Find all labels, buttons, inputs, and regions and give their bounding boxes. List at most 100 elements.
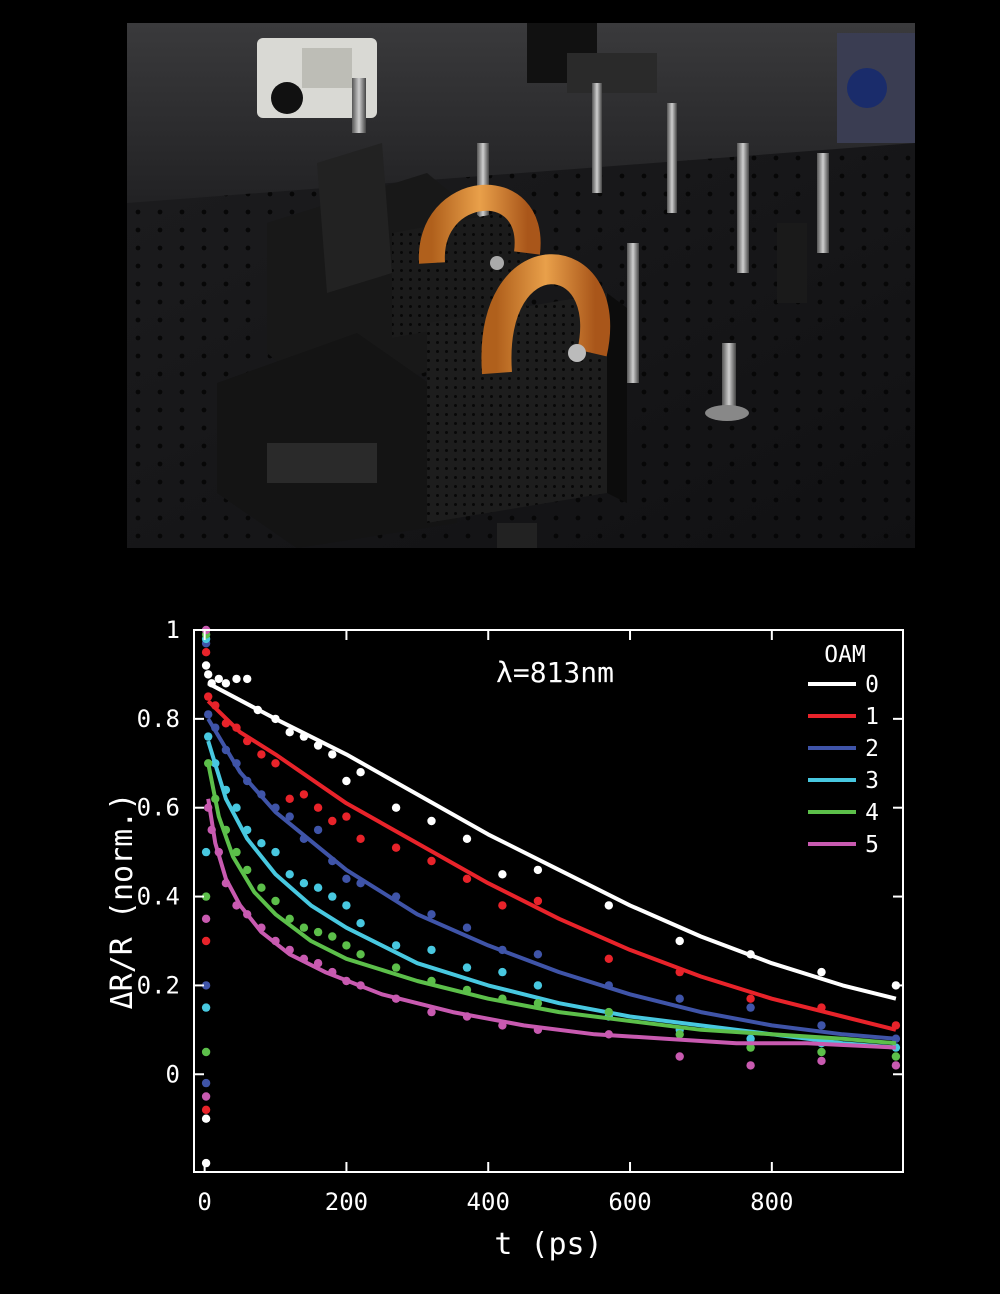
fit-line (206, 798, 896, 1050)
data-point (817, 967, 826, 977)
data-point (498, 945, 507, 955)
data-point (257, 750, 266, 759)
data-point (746, 1061, 755, 1070)
data-point (533, 865, 543, 875)
data-point (328, 816, 337, 826)
data-point (299, 954, 309, 963)
legend: OAM 0 1 2 3 4 5 (808, 642, 879, 858)
data-point (746, 994, 755, 1003)
data-point (356, 981, 365, 990)
data-point (299, 732, 309, 741)
y-tick-label: 0.4 (137, 883, 180, 911)
fit-line (206, 717, 897, 1041)
data-point (746, 1043, 755, 1052)
axes: 0 200 400 600 800 0 0.2 0.4 0.6 0.8 1 (137, 616, 903, 1216)
data-point (533, 999, 543, 1008)
data-point (604, 954, 613, 963)
data-point (285, 870, 294, 879)
data-point (257, 790, 266, 799)
data-point (221, 745, 231, 755)
data-point (201, 981, 211, 990)
data-point (498, 967, 507, 977)
data-point (211, 701, 220, 710)
data-point (746, 950, 755, 959)
data-point (356, 879, 365, 888)
data-point (356, 950, 365, 959)
data-point (675, 936, 684, 946)
data-point (604, 901, 613, 910)
data-point (285, 794, 294, 803)
legend-label: 3 (865, 768, 879, 794)
data-point (675, 1052, 684, 1061)
data-point (201, 1003, 211, 1012)
data-point (299, 879, 309, 888)
data-point (204, 759, 213, 768)
data-point (342, 812, 351, 821)
data-point (328, 932, 337, 941)
data-point (342, 976, 351, 986)
data-point (891, 1034, 901, 1043)
data-point (221, 879, 231, 888)
data-point (328, 856, 337, 866)
data-point (232, 901, 241, 910)
wavelength-annotation: λ=813nm (496, 656, 614, 689)
x-tick-label: 200 (325, 1188, 368, 1216)
data-point (313, 883, 323, 892)
data-point (232, 723, 241, 732)
data-point (201, 1105, 211, 1114)
legend-label: 0 (865, 672, 879, 698)
data-point (817, 1056, 826, 1066)
data-point (342, 941, 351, 950)
data-point (462, 1012, 472, 1021)
data-point (313, 959, 323, 968)
data-point (253, 705, 262, 715)
data-point (342, 776, 351, 786)
data-point (201, 936, 211, 946)
data-point (221, 679, 231, 688)
data-point (675, 994, 684, 1003)
data-point (313, 927, 323, 937)
data-point (214, 674, 223, 684)
data-point (498, 1021, 507, 1030)
data-point (817, 1047, 826, 1057)
data-point (243, 674, 252, 684)
data-point (221, 825, 231, 835)
data-point (498, 901, 507, 910)
data-point (675, 967, 684, 977)
data-point (285, 914, 294, 923)
data-point (257, 839, 266, 848)
data-point (201, 1114, 211, 1123)
data-point (427, 976, 436, 986)
plot-frame (193, 629, 904, 1173)
data-point (204, 803, 213, 812)
data-point (342, 874, 351, 883)
x-tick-label: 600 (608, 1188, 651, 1216)
data-point (533, 950, 543, 959)
data-point (427, 910, 436, 919)
data-point (285, 728, 294, 737)
legend-title: OAM (824, 642, 866, 668)
data-point (533, 981, 543, 990)
x-axis-title: t (ps) (494, 1227, 602, 1262)
data-point (356, 834, 365, 843)
data-point (817, 1021, 826, 1030)
data-point (201, 661, 211, 670)
data-point (232, 759, 241, 768)
data-point (313, 825, 323, 835)
series-4 (201, 630, 901, 1061)
data-point (232, 803, 241, 812)
data-point (271, 803, 280, 812)
series-0 (201, 661, 901, 1168)
data-point (817, 1003, 826, 1012)
data-point (391, 963, 401, 972)
data-point (891, 1021, 901, 1030)
data-point (533, 1025, 543, 1034)
data-point (427, 945, 436, 955)
data-point (207, 825, 216, 835)
data-point (746, 1034, 755, 1043)
data-point (328, 750, 337, 759)
optical-lab-photo (127, 23, 915, 548)
data-point (604, 981, 613, 990)
data-point (285, 812, 294, 821)
y-tick-label: 0.8 (137, 705, 180, 733)
